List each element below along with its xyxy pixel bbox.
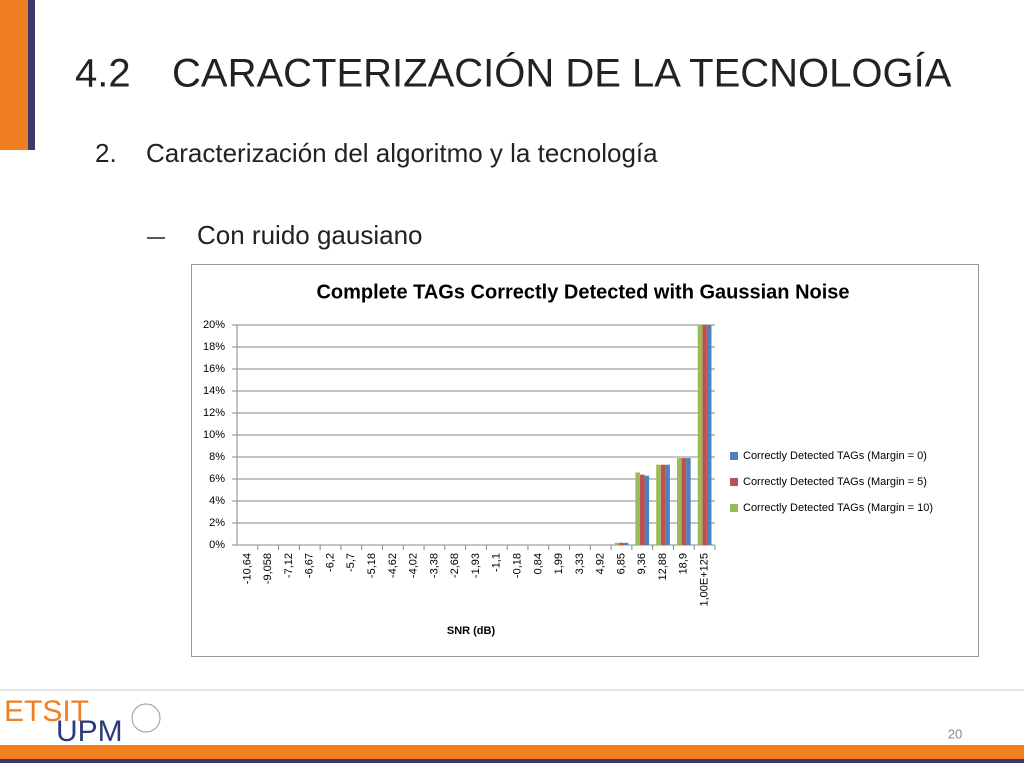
y-tick-label: 0% (209, 539, 225, 551)
bar (697, 325, 703, 545)
legend-swatch (730, 452, 738, 460)
x-tick-label: 3,33 (574, 553, 586, 574)
bar (656, 464, 661, 545)
x-axis-title: SNR (dB) (447, 625, 496, 637)
x-tick-label: -10,64 (241, 553, 253, 584)
bar (623, 542, 629, 545)
chart-frame (191, 264, 979, 657)
crest (131, 703, 161, 733)
bar (706, 325, 712, 545)
chart-title: Complete TAGs Correctly Detected with Ga… (316, 281, 849, 303)
x-tick-label: -6,2 (324, 553, 336, 572)
y-tick-label: 2% (209, 517, 225, 529)
accent-bar (0, 0, 28, 150)
logo-top: ETSIT (4, 695, 89, 728)
bar (619, 542, 624, 545)
accent-stripe (28, 0, 35, 150)
y-tick-label: 4% (209, 495, 225, 507)
y-tick-label: 8% (209, 451, 225, 463)
x-tick-label: 1,99 (553, 553, 565, 574)
x-tick-label: -5,18 (366, 553, 378, 578)
legend-label: Correctly Detected TAGs (Margin = 5) (743, 476, 927, 488)
logo-bottom: UPM (56, 715, 123, 748)
x-tick-label: -5,7 (345, 553, 357, 572)
x-tick-label: -9,058 (262, 553, 274, 584)
bar (614, 542, 620, 545)
legend-swatch (730, 504, 738, 512)
y-tick-label: 16% (203, 363, 225, 375)
x-tick-label: 0,84 (532, 553, 544, 574)
x-tick-label: -1,93 (470, 553, 482, 578)
x-tick-label: -3,38 (428, 553, 440, 578)
x-tick-label: -0,18 (511, 553, 523, 578)
x-tick-label: 4,92 (595, 553, 607, 574)
legend-swatch (730, 478, 738, 486)
bar (665, 464, 670, 545)
sub-bullet: Con ruido gausiano (197, 220, 423, 250)
slide-title: CARACTERIZACIÓN DE LA TECNOLOGÍA (172, 51, 952, 96)
section-number: 2. (95, 138, 117, 168)
y-tick-label: 20% (203, 319, 225, 331)
bar (676, 458, 682, 545)
y-tick-label: 12% (203, 407, 225, 419)
x-tick-label: 18,9 (678, 553, 690, 574)
x-tick-label: -1,1 (491, 553, 503, 572)
x-tick-label: -4,02 (408, 553, 420, 578)
x-tick-label: 9,36 (636, 553, 648, 574)
bottom-band (0, 745, 1024, 759)
x-tick-label: 1,00E+125 (699, 553, 711, 607)
x-tick-label: -7,12 (283, 553, 295, 578)
page-number: 20 (948, 726, 962, 741)
title-number: 4.2 (75, 52, 131, 96)
legend-label: Correctly Detected TAGs (Margin = 10) (743, 502, 933, 514)
bar (639, 474, 645, 545)
y-tick-label: 18% (203, 341, 225, 353)
bar (644, 475, 650, 545)
bar (686, 458, 691, 545)
x-tick-label: 12,88 (657, 553, 669, 581)
bar (660, 464, 666, 545)
y-tick-label: 6% (209, 473, 225, 485)
x-tick-label: -2,68 (449, 553, 461, 578)
y-tick-label: 10% (203, 429, 225, 441)
bar (702, 325, 707, 545)
x-tick-label: -6,67 (304, 553, 316, 578)
section: Caracterización del algoritmo y la tecno… (146, 138, 658, 168)
bar (635, 472, 640, 545)
bottom-stripe (0, 759, 1024, 763)
x-tick-label: -4,62 (387, 553, 399, 578)
bar (681, 458, 687, 545)
y-tick-label: 14% (203, 385, 225, 397)
x-tick-label: 6,85 (615, 553, 627, 574)
legend-label: Correctly Detected TAGs (Margin = 0) (743, 450, 927, 462)
